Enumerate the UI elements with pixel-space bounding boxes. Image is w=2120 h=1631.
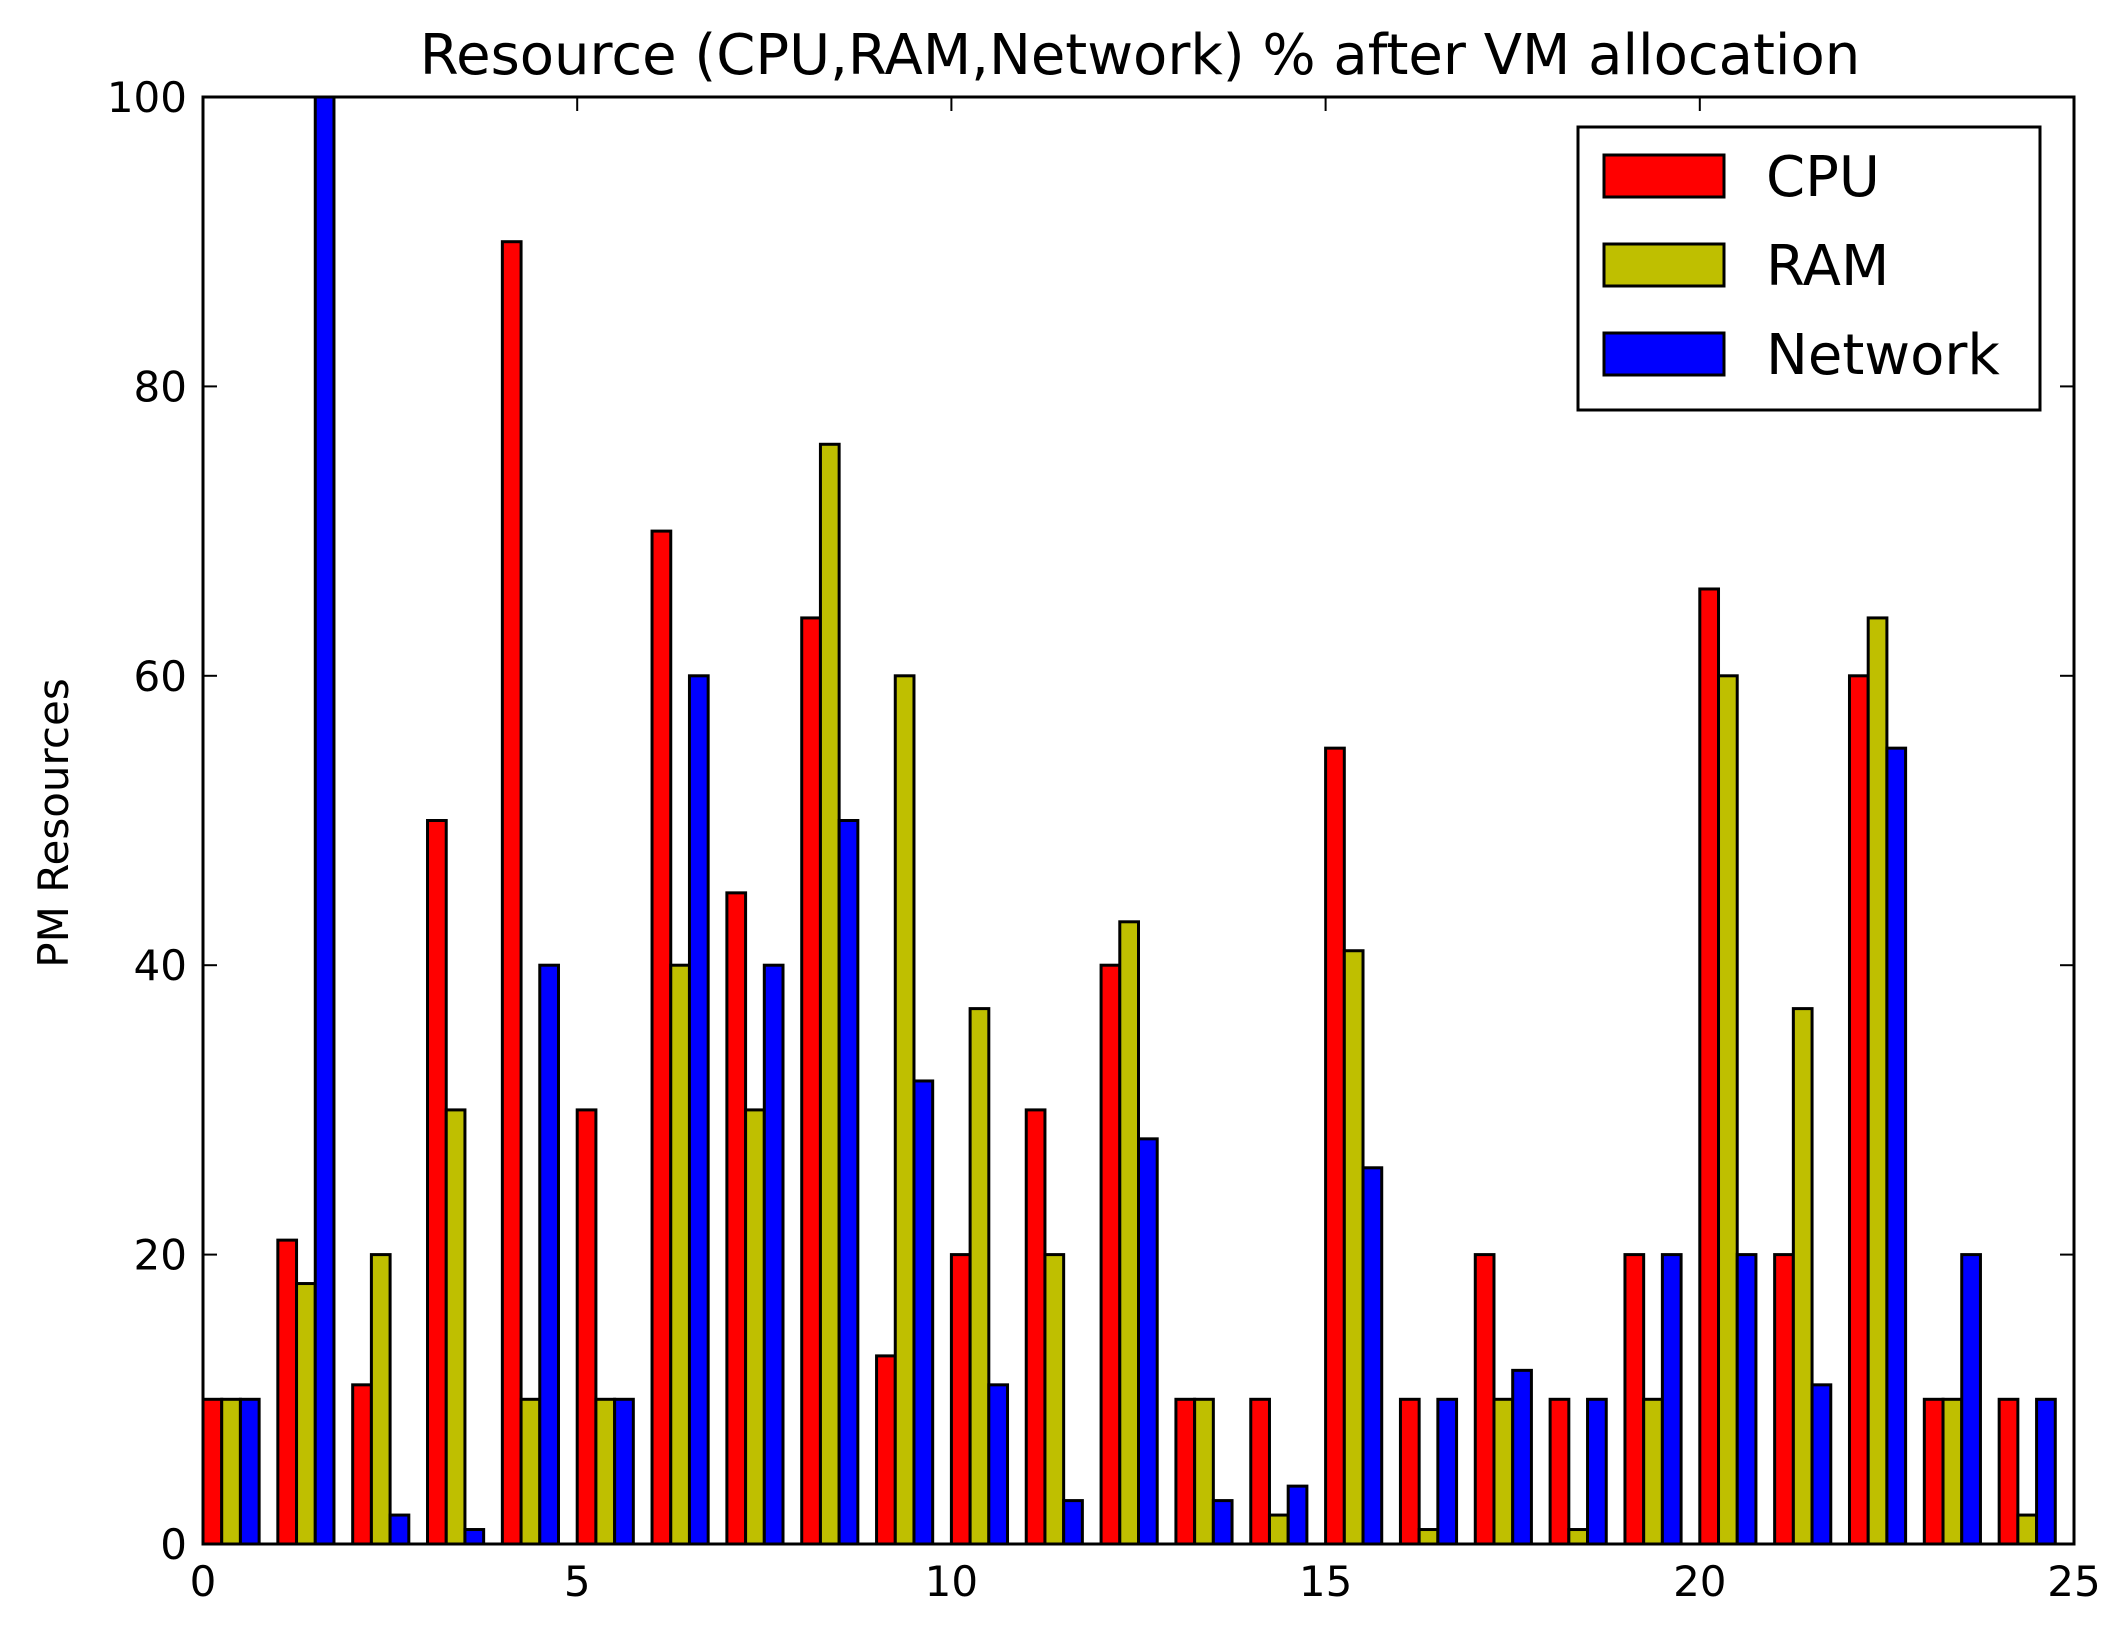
y-tick-label: 80 [134, 362, 187, 411]
bar-ram-3 [444, 1108, 467, 1546]
plot-frame [201, 95, 2076, 1546]
bar-network-13 [1211, 1499, 1234, 1546]
bar-ram-10 [968, 1007, 991, 1546]
bar-cpu-15 [1324, 746, 1346, 1546]
bar-cpu-13 [1174, 1397, 1197, 1546]
bar-network-12 [1137, 1137, 1159, 1546]
ticks-group: 0 5 10 15 20 25 0 20 40 60 80 100 [107, 73, 2101, 1606]
bar-network-18 [1586, 1397, 1608, 1546]
bar-ram-2 [369, 1253, 392, 1546]
bar-ram-5 [594, 1397, 617, 1546]
bar-network-1 [313, 95, 336, 1546]
x-tick-label: 0 [190, 1557, 217, 1606]
bar-cpu-19 [1623, 1253, 1646, 1546]
bar-ram-4 [519, 1397, 542, 1546]
bar-cpu-8 [800, 616, 822, 1546]
bar-network-11 [1062, 1499, 1084, 1546]
bar-network-7 [762, 963, 785, 1546]
legend-swatch-network [1602, 331, 1726, 377]
bar-ram-12 [1118, 920, 1141, 1546]
bar-ram-7 [744, 1108, 766, 1546]
bar-ram-11 [1043, 1253, 1066, 1546]
bar-cpu-2 [351, 1383, 373, 1546]
bar-cpu-17 [1473, 1253, 1496, 1546]
bar-ram-24 [2016, 1513, 2039, 1546]
bar-ram-0 [220, 1397, 242, 1546]
legend: CPU RAM Network [1576, 125, 2042, 412]
x-tick-label: 15 [1299, 1557, 1352, 1606]
bar-cpu-21 [1773, 1253, 1795, 1546]
bar-network-21 [1810, 1383, 1833, 1546]
legend-swatch-cpu [1602, 153, 1726, 199]
bar-cpu-4 [500, 240, 523, 1546]
x-tick-label: 10 [925, 1557, 978, 1606]
bar-network-6 [687, 674, 710, 1546]
legend-label-network: Network [1766, 323, 2000, 388]
bar-ram-14 [1267, 1513, 1290, 1546]
bar-network-22 [1885, 746, 1908, 1546]
bar-cpu-11 [1024, 1108, 1047, 1546]
bar-cpu-22 [1847, 674, 1870, 1546]
bar-network-19 [1660, 1253, 1683, 1546]
bar-ram-16 [1417, 1528, 1440, 1546]
x-tick-label: 5 [564, 1557, 591, 1606]
bar-ram-21 [1791, 1007, 1814, 1546]
bar-cpu-9 [875, 1354, 897, 1546]
bar-network-8 [837, 819, 860, 1546]
bar-ram-1 [295, 1282, 317, 1546]
x-tick-label: 20 [1673, 1557, 1726, 1606]
x-tick-label: 25 [2047, 1557, 2100, 1606]
bar-cpu-24 [1997, 1397, 2020, 1546]
bar-cpu-23 [1922, 1397, 1945, 1546]
bar-network-14 [1286, 1484, 1309, 1546]
bar-ram-6 [669, 963, 691, 1546]
bar-cpu-16 [1398, 1397, 1421, 1546]
y-tick-label: 40 [134, 941, 187, 990]
bar-network-24 [2035, 1397, 2057, 1546]
bar-cpu-12 [1099, 963, 1122, 1546]
bar-ram-9 [893, 674, 916, 1546]
bar-network-20 [1735, 1253, 1758, 1546]
bar-cpu-7 [725, 891, 748, 1546]
y-tick-label: 60 [134, 652, 187, 701]
bar-network-23 [1960, 1253, 1982, 1546]
bar-cpu-14 [1249, 1397, 1271, 1546]
bar-ram-15 [1342, 949, 1365, 1546]
bar-ram-8 [818, 442, 841, 1546]
bar-cpu-1 [276, 1238, 299, 1546]
bar-cpu-10 [949, 1253, 972, 1546]
bar-ram-18 [1567, 1528, 1590, 1546]
bar-network-15 [1361, 1166, 1384, 1546]
y-tick-label: 0 [160, 1520, 187, 1569]
bar-network-5 [613, 1397, 635, 1546]
bar-ram-23 [1941, 1397, 1964, 1546]
bar-network-16 [1436, 1397, 1459, 1546]
bar-cpu-3 [426, 819, 448, 1546]
bar-network-3 [463, 1528, 486, 1546]
legend-label-ram: RAM [1766, 234, 1889, 299]
bar-network-0 [238, 1397, 261, 1546]
bar-ram-17 [1492, 1397, 1515, 1546]
bar-cpu-18 [1548, 1397, 1571, 1546]
bar-ram-20 [1717, 674, 1739, 1546]
y-axis-label: PM Resources [29, 678, 78, 967]
bar-network-10 [987, 1383, 1010, 1546]
bar-ram-22 [1866, 616, 1889, 1546]
bar-network-2 [388, 1513, 411, 1546]
bar-cpu-0 [201, 1397, 224, 1546]
bar-ram-19 [1642, 1397, 1664, 1546]
chart-title: Resource (CPU,RAM,Network) % after VM al… [420, 23, 1860, 88]
bar-network-4 [538, 963, 560, 1546]
bar-network-17 [1511, 1368, 1533, 1546]
y-tick-label: 100 [107, 73, 187, 122]
bar-network-9 [912, 1079, 935, 1546]
bar-cpu-6 [650, 529, 673, 1546]
y-tick-label: 20 [134, 1231, 187, 1280]
bar-ram-13 [1193, 1397, 1215, 1546]
legend-label-cpu: CPU [1766, 145, 1880, 210]
legend-swatch-ram [1602, 242, 1726, 288]
bar-cpu-5 [575, 1108, 598, 1546]
bar-cpu-20 [1698, 587, 1721, 1546]
